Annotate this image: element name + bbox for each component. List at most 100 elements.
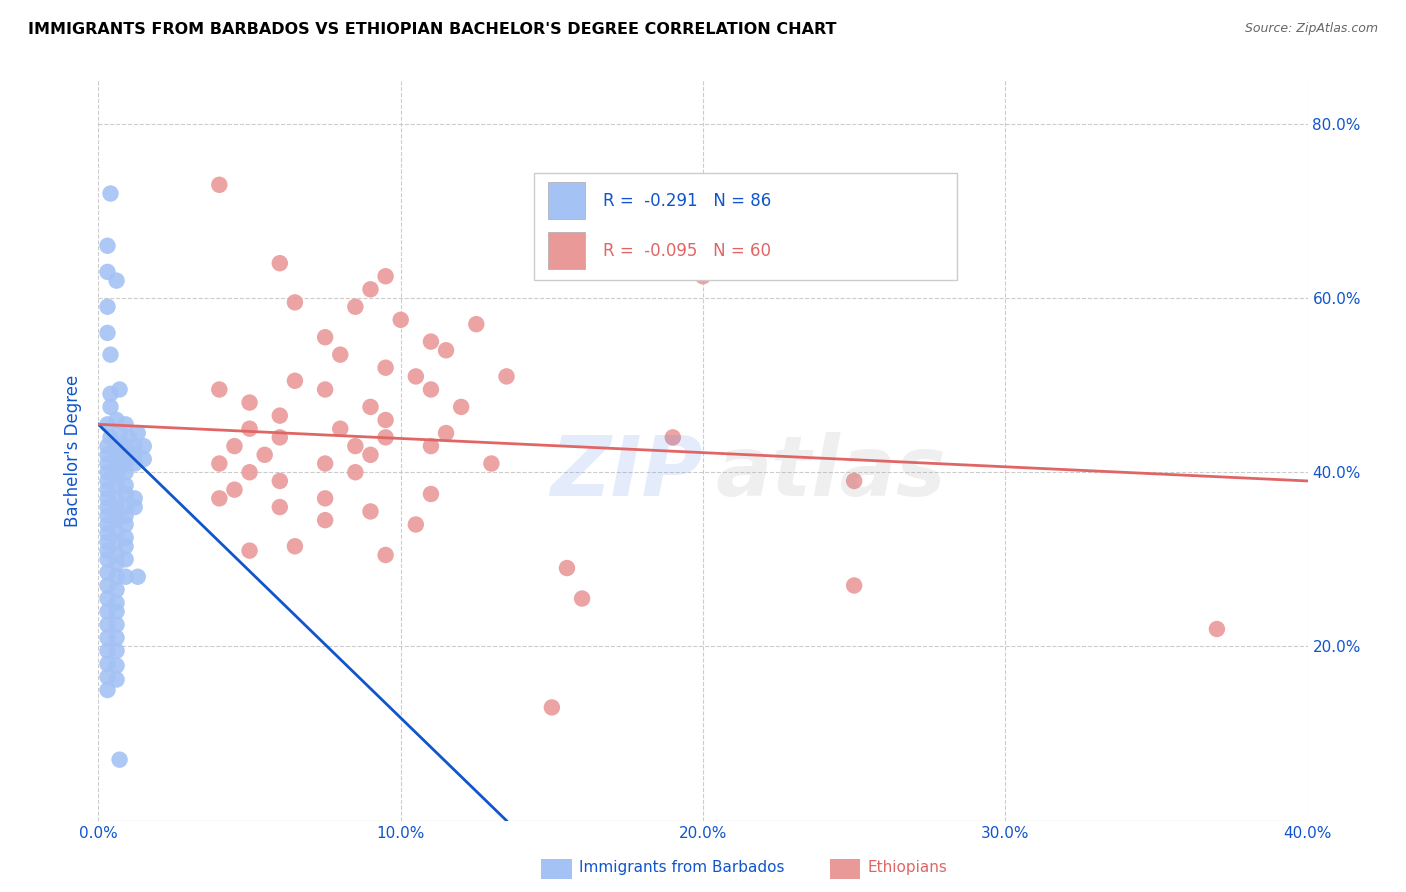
Point xyxy=(253,448,276,462)
Point xyxy=(96,439,118,453)
Point xyxy=(105,439,128,453)
Point xyxy=(555,561,578,575)
Point xyxy=(96,683,118,698)
Point xyxy=(96,326,118,340)
Point xyxy=(105,617,128,632)
Point xyxy=(96,578,118,592)
Point xyxy=(105,513,128,527)
Point xyxy=(96,517,118,532)
Point xyxy=(96,657,118,671)
Point xyxy=(124,448,146,462)
Point xyxy=(108,383,131,397)
Point xyxy=(114,500,136,514)
Point xyxy=(105,557,128,571)
Point xyxy=(105,448,128,462)
Point xyxy=(96,631,118,645)
Point xyxy=(105,535,128,549)
Point xyxy=(96,644,118,658)
Point xyxy=(661,430,683,444)
Point xyxy=(360,282,382,296)
FancyBboxPatch shape xyxy=(534,173,957,280)
Point xyxy=(374,269,396,284)
Point xyxy=(540,700,562,714)
Point xyxy=(239,422,262,436)
Point xyxy=(269,474,291,488)
Point xyxy=(105,658,128,673)
Point xyxy=(100,430,122,444)
Point xyxy=(96,566,118,580)
Text: Ethiopians: Ethiopians xyxy=(868,861,948,875)
Point xyxy=(118,430,141,444)
Point xyxy=(647,186,669,201)
Point xyxy=(105,596,128,610)
Point xyxy=(132,439,155,453)
Point xyxy=(314,513,336,527)
Point xyxy=(105,413,128,427)
Point xyxy=(481,457,503,471)
Point xyxy=(844,474,866,488)
Text: atlas: atlas xyxy=(716,432,946,513)
Point xyxy=(105,508,128,523)
Text: ZIP: ZIP xyxy=(550,432,703,513)
Point xyxy=(284,374,307,388)
Point xyxy=(100,348,122,362)
Text: Immigrants from Barbados: Immigrants from Barbados xyxy=(579,861,785,875)
Point xyxy=(96,670,118,684)
Point xyxy=(96,526,118,541)
Point xyxy=(96,265,118,279)
Point xyxy=(360,504,382,518)
Point xyxy=(208,491,231,506)
Point xyxy=(314,330,336,344)
FancyBboxPatch shape xyxy=(548,232,585,269)
Point xyxy=(105,469,128,483)
Point xyxy=(105,631,128,645)
Point xyxy=(374,430,396,444)
Point xyxy=(269,430,291,444)
Point xyxy=(314,383,336,397)
Point xyxy=(100,186,122,201)
Point xyxy=(114,517,136,532)
Text: R =  -0.095   N = 60: R = -0.095 N = 60 xyxy=(603,242,770,260)
Point xyxy=(105,274,128,288)
Point xyxy=(114,487,136,501)
Point xyxy=(96,543,118,558)
Point xyxy=(105,478,128,492)
Point xyxy=(239,465,262,479)
Point xyxy=(127,570,149,584)
Point xyxy=(114,478,136,492)
Point xyxy=(96,491,118,506)
FancyBboxPatch shape xyxy=(548,183,585,219)
Point xyxy=(96,617,118,632)
Point xyxy=(105,491,128,506)
Point xyxy=(374,548,396,562)
Point xyxy=(374,413,396,427)
Point xyxy=(96,591,118,606)
Point xyxy=(96,239,118,253)
Y-axis label: Bachelor's Degree: Bachelor's Degree xyxy=(65,375,83,526)
Point xyxy=(96,535,118,549)
Point xyxy=(132,452,155,467)
Point xyxy=(105,570,128,584)
Point xyxy=(329,422,352,436)
Point xyxy=(114,417,136,432)
Point xyxy=(105,526,128,541)
Point xyxy=(114,552,136,566)
Point xyxy=(1206,622,1229,636)
Point xyxy=(239,543,262,558)
Point xyxy=(124,457,146,471)
Point xyxy=(208,383,231,397)
Point xyxy=(420,383,443,397)
Point xyxy=(105,582,128,597)
Point xyxy=(114,531,136,545)
Point xyxy=(239,395,262,409)
Point xyxy=(208,178,231,192)
Point xyxy=(96,508,118,523)
Point xyxy=(100,400,122,414)
Point xyxy=(344,300,367,314)
Point xyxy=(269,256,291,270)
Point xyxy=(124,500,146,514)
Point xyxy=(405,517,427,532)
Point xyxy=(96,465,118,479)
Point xyxy=(284,295,307,310)
Point xyxy=(344,439,367,453)
